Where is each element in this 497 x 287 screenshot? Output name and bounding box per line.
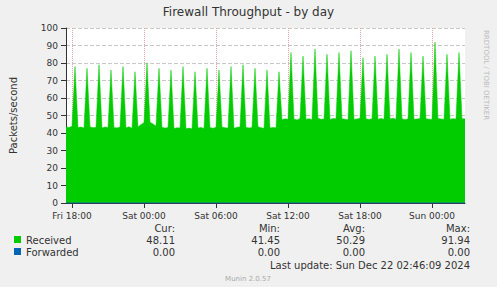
svg-text:Sat 12:00: Sat 12:00 — [266, 211, 310, 221]
svg-text:100: 100 — [41, 23, 58, 33]
svg-text:60: 60 — [47, 93, 59, 103]
svg-text:40: 40 — [47, 128, 59, 138]
svg-text:0.00: 0.00 — [258, 247, 280, 258]
svg-text:41.45: 41.45 — [251, 235, 280, 246]
svg-text:0.00: 0.00 — [448, 247, 470, 258]
svg-text:50: 50 — [47, 111, 59, 121]
svg-text:Firewall Throughput - by day: Firewall Throughput - by day — [163, 5, 334, 19]
svg-text:Sat 06:00: Sat 06:00 — [194, 211, 238, 221]
svg-text:90: 90 — [47, 41, 59, 51]
svg-text:RRDTOOL / TOBI OETIKER: RRDTOOL / TOBI OETIKER — [482, 30, 490, 120]
svg-text:0.00: 0.00 — [343, 247, 365, 258]
svg-text:80: 80 — [47, 58, 59, 68]
svg-text:Sun 00:00: Sun 00:00 — [409, 211, 455, 221]
svg-text:20: 20 — [47, 163, 59, 173]
svg-text:0.00: 0.00 — [153, 247, 175, 258]
svg-text:0: 0 — [52, 198, 58, 208]
svg-text:Packets/second: Packets/second — [8, 77, 19, 154]
svg-text:Fri 18:00: Fri 18:00 — [52, 211, 92, 221]
svg-text:Avg:: Avg: — [343, 223, 365, 234]
svg-text:48.11: 48.11 — [146, 235, 175, 246]
svg-text:Munin 2.0.57: Munin 2.0.57 — [225, 275, 271, 283]
svg-text:30: 30 — [47, 146, 59, 156]
svg-text:Sat 18:00: Sat 18:00 — [338, 211, 382, 221]
svg-text:70: 70 — [47, 76, 59, 86]
svg-text:Forwarded: Forwarded — [26, 247, 79, 258]
svg-text:Min:: Min: — [259, 223, 280, 234]
svg-text:Sat 00:00: Sat 00:00 — [122, 211, 166, 221]
svg-text:91.94: 91.94 — [441, 235, 470, 246]
svg-text:Cur:: Cur: — [154, 223, 175, 234]
svg-text:Last update: Sun Dec 22 02:46:: Last update: Sun Dec 22 02:46:09 2024 — [270, 260, 470, 271]
svg-text:Max:: Max: — [446, 223, 470, 234]
svg-text:Received: Received — [26, 235, 72, 246]
svg-text:50.29: 50.29 — [336, 235, 365, 246]
svg-text:10: 10 — [47, 181, 59, 191]
